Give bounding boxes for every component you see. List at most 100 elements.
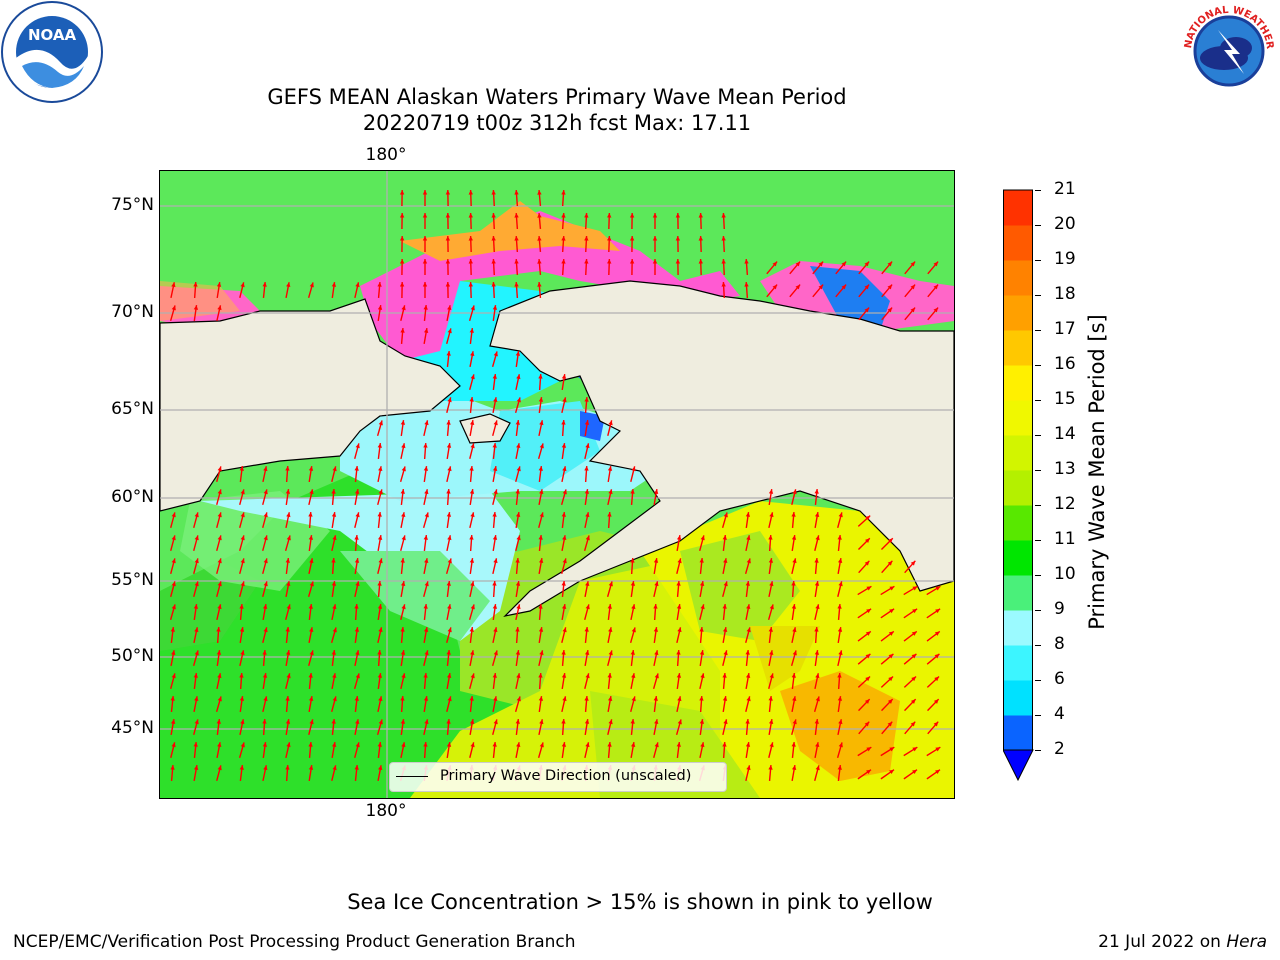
map-legend: Primary Wave Direction (unscaled) [389, 762, 727, 792]
wave-arrow-head [170, 696, 175, 701]
wave-arrow-head [492, 443, 497, 448]
wave-arrow-head [354, 466, 359, 471]
wave-arrow-head [815, 604, 820, 610]
wave-arrow-head [746, 627, 751, 633]
wave-arrow-head [933, 307, 939, 313]
wave-arrow-head [866, 586, 872, 591]
wave-arrow-head [837, 604, 842, 609]
wave-arrow-head [841, 261, 847, 267]
wave-arrow-head [263, 627, 268, 633]
wave-arrow-head [285, 558, 290, 563]
wave-arrow-head [491, 236, 496, 241]
colorbar-tick-label: 16 [1054, 354, 1076, 374]
wave-arrow-head [744, 282, 749, 287]
wave-arrow-head [815, 742, 820, 748]
wave-arrow-head [308, 696, 314, 701]
wave-arrow-head [677, 558, 682, 564]
wave-arrow-head [493, 489, 498, 495]
wave-arrow-head [446, 489, 451, 494]
wave-arrow-head [837, 558, 843, 563]
wave-arrow-head [286, 673, 291, 679]
wave-arrow-head [864, 284, 870, 290]
wave-arrow-head [171, 604, 176, 610]
wave-arrow-head [492, 581, 497, 586]
wave-arrow-head [515, 489, 520, 494]
colorbar-tick-label: 18 [1054, 284, 1076, 304]
lat-label-60: 60°N [111, 487, 154, 507]
colorbar-segment [1003, 575, 1033, 611]
wave-arrow-head [468, 282, 473, 287]
wave-arrow-head [447, 397, 452, 403]
wave-arrow-head [493, 420, 498, 426]
wave-arrow-head [217, 535, 222, 541]
wave-arrow-head [355, 673, 360, 679]
wave-arrow-head [470, 443, 475, 449]
wave-arrow-head [516, 466, 521, 472]
lat-label-75: 75°N [111, 195, 154, 215]
wave-arrow-head [838, 512, 843, 518]
colorbar-tick [1035, 295, 1041, 296]
wave-arrow-head [584, 650, 590, 655]
wave-arrow-head [216, 719, 221, 724]
wave-arrow-head [561, 742, 567, 747]
wave-arrow-head [607, 259, 612, 264]
wave-arrow-head [746, 765, 751, 771]
wave-arrow-head [468, 190, 473, 195]
wave-arrow-head [171, 742, 176, 748]
wave-arrow-head [768, 719, 774, 724]
wave-arrow-head [331, 489, 336, 494]
colorbar-tick-label: 15 [1054, 389, 1076, 409]
wave-arrow-head [675, 259, 681, 264]
wave-arrow-head [653, 696, 658, 701]
wave-arrow-head [308, 535, 314, 540]
wave-arrow-head [584, 696, 589, 701]
wave-arrow-head [889, 747, 895, 752]
wave-arrow-head [400, 328, 405, 333]
wave-arrow-head [308, 604, 313, 609]
wave-arrow-head [378, 719, 383, 725]
wave-arrow-head [631, 466, 636, 472]
wave-arrow-head [217, 512, 222, 518]
wave-arrow-head [514, 259, 519, 264]
wave-arrow-head [355, 443, 360, 449]
colorbar-tick-label: 11 [1054, 529, 1076, 549]
wave-arrow-head [585, 443, 590, 449]
wave-arrow-head [814, 627, 819, 632]
wave-arrow-head [933, 284, 939, 290]
wave-arrow-head [910, 284, 916, 290]
wave-arrow-head [722, 535, 727, 540]
wave-arrow-head [514, 213, 519, 218]
wave-arrow-head [308, 673, 313, 678]
wave-arrow-head [838, 650, 843, 656]
wave-arrow-head [446, 351, 451, 356]
wave-arrow-head [791, 581, 796, 586]
wave-arrow-head [447, 627, 452, 633]
wave-arrow-head [865, 515, 871, 521]
wave-arrow-head [445, 190, 451, 195]
wave-arrow-head [170, 627, 175, 632]
wave-arrow-head [240, 558, 245, 564]
wave-arrow-head [309, 719, 314, 725]
wave-arrow-head [561, 374, 567, 379]
wave-arrow-head [332, 765, 337, 771]
wave-arrow-head [447, 604, 452, 610]
wave-arrow-head [539, 443, 544, 449]
wave-arrow-head [423, 696, 429, 701]
wave-arrow-head [910, 699, 916, 704]
wave-arrow-head [240, 581, 245, 587]
wave-arrow-head [424, 558, 429, 564]
wave-arrow-head [354, 696, 359, 701]
wave-arrow-head [585, 604, 590, 610]
wave-arrow-head [423, 466, 429, 471]
wave-arrow-head [722, 627, 728, 632]
wave-arrow-head [538, 466, 543, 471]
wave-arrow-head [699, 696, 704, 701]
wave-arrow-head [493, 719, 498, 725]
wave-arrow-head [515, 581, 521, 586]
wave-arrow-head [562, 535, 567, 541]
wave-arrow-head [194, 696, 199, 702]
wave-arrow-head [791, 742, 796, 747]
wave-arrow-head [630, 742, 636, 747]
wave-arrow-head [699, 627, 704, 632]
wave-arrow-head [887, 699, 893, 704]
